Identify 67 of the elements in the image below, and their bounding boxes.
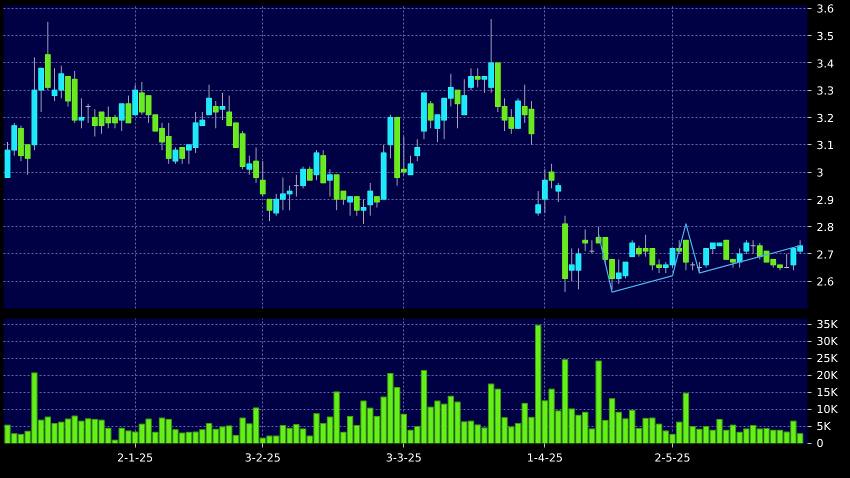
y-tick-label: 35K [816,318,838,332]
candlestick [535,190,542,216]
candlestick [414,138,420,162]
y-tick-label: 3.2 [816,112,834,125]
candlestick [300,166,306,189]
candlestick [784,253,790,268]
y-tick-label: 3.1 [816,139,834,152]
y-tick-label: 3.3 [816,84,834,98]
candlestick [246,155,252,176]
x-tick-label: 3-3-25 [386,452,422,464]
candlestick [78,98,84,129]
y-tick-label: 20K [816,369,838,382]
y-tick-label: 2.7 [816,248,834,262]
candlestick [220,92,226,121]
candlestick [582,228,588,252]
candlestick [367,182,374,216]
candlestick [374,196,380,208]
candlestick [347,196,354,216]
y-tick-label: 3.6 [816,2,834,16]
candlestick [314,150,320,181]
candlestick [555,182,562,203]
y-tick-label: 15K [816,386,838,400]
y-tick-label: 3 [816,166,824,180]
y-tick-label: 30K [816,335,838,348]
candlestick [260,160,266,198]
y-tick-label: 3.5 [816,30,834,44]
candlestick [253,146,259,184]
candlestick [408,155,414,176]
y-tick-label: 3.4 [816,57,834,70]
y-tick-label: 2.8 [816,221,834,234]
x-tick-label: 2-5-25 [654,452,690,464]
x-tick-label: 2-1-25 [117,452,154,464]
candlestick [690,262,696,271]
candlestick [126,95,132,124]
candlestick [743,240,750,254]
candlestick [179,146,186,164]
candlestick [327,168,333,198]
candlestick [266,198,272,222]
y-tick-label: 25K [816,352,838,366]
x-tick-label: 1-4-25 [526,452,563,464]
y-tick-label: 0 [816,437,824,450]
candlestick [750,240,756,254]
candlestick [454,90,460,129]
candlestick [696,262,702,274]
candlestick [206,84,212,116]
y-tick-label: 5K [816,420,832,434]
candlestick [212,100,219,129]
candlestick [629,240,636,258]
candlestick [468,68,474,91]
candlestick [293,174,300,198]
candlestick [85,103,92,124]
y-tick-label: 2.6 [816,276,834,289]
candlestick [542,168,548,214]
x-tick-label: 3-2-25 [244,452,281,464]
candlestick [360,198,366,224]
candlestick [474,68,481,88]
y-tick-label: 10K [816,403,838,416]
candlestick [461,78,468,116]
candlestick [548,163,555,189]
candlestick [588,240,595,254]
candlestick [118,103,125,132]
candlestick [306,166,313,181]
y-tick-label: 2.9 [816,194,834,207]
candlestick [428,100,434,129]
candlestick [354,196,360,216]
candlestick [172,146,178,164]
candlestick [736,248,743,268]
